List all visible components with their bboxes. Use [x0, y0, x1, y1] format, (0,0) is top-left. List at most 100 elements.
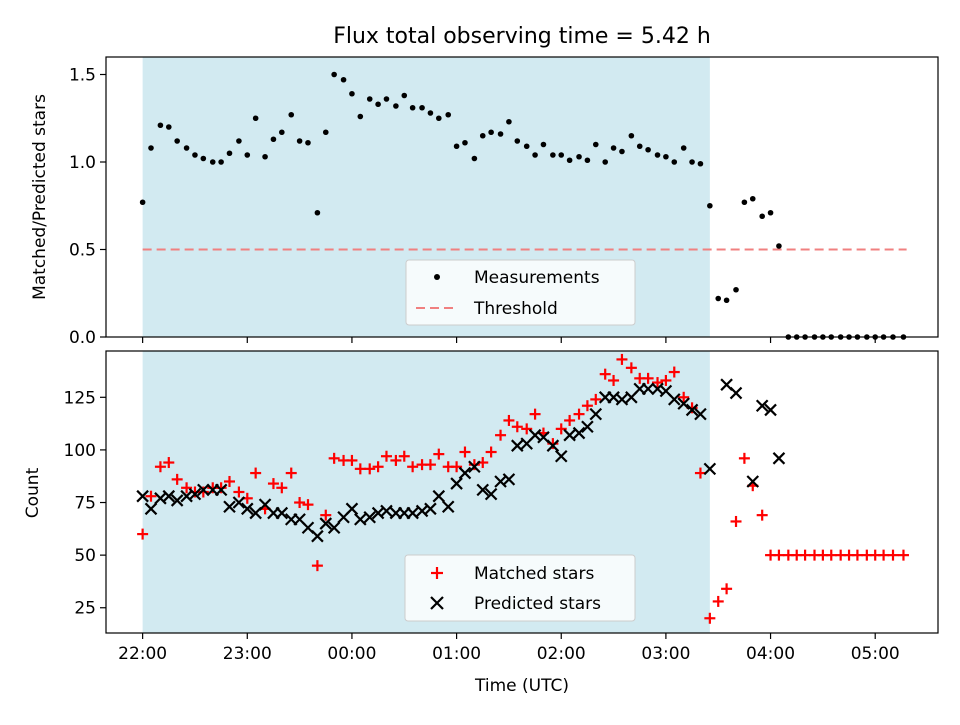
matched-star-point [555, 423, 567, 435]
measurement-point [558, 152, 565, 158]
measurement-point [148, 145, 154, 151]
predicted-star-point [241, 502, 254, 516]
matched-star-point [181, 482, 193, 494]
matched-star-point [328, 452, 340, 464]
predicted-star-point [554, 449, 568, 463]
bottom-y-axis-label: Count [23, 467, 43, 518]
predicted-star-point [484, 487, 498, 501]
measurement-point [375, 101, 381, 108]
matched-star-point [424, 459, 436, 471]
measurement-point [183, 145, 190, 151]
measurement-point [200, 155, 207, 162]
measurement-point [244, 152, 251, 158]
measurement-point [610, 145, 617, 151]
predicted-star-point [223, 500, 236, 514]
matched-star-point [599, 368, 611, 380]
bottom-axes-frame [105, 350, 939, 634]
predicted-star-point [197, 483, 210, 497]
bottom-y-axis: 25 50 75 100 125 [64, 388, 106, 619]
measurement-point [776, 243, 782, 249]
measurement-point [401, 92, 408, 99]
x-tick-label: 23:00 [223, 644, 272, 664]
matched-star-point [390, 454, 402, 466]
measurement-point [497, 131, 504, 137]
measurement-point [252, 115, 259, 122]
measurement-point [209, 159, 216, 165]
measurement-point [296, 138, 303, 144]
measurement-point [471, 155, 478, 162]
measurement-point [462, 139, 468, 146]
measurement-point [218, 159, 224, 165]
measurement-point [689, 159, 695, 165]
bottom-x-axis: 22:00 23:00 00:00 01:00 02:00 03:00 04:00 05:00 [118, 633, 900, 664]
y-tick-label: 75 [74, 494, 96, 514]
matched-star-point [468, 459, 480, 471]
matched-star-point [547, 438, 559, 450]
predicted-star-point [136, 489, 149, 503]
predicted-star-point [319, 517, 333, 530]
measurement-point [226, 150, 233, 157]
x-tick-label: 03:00 [641, 644, 690, 664]
matched-star-point [171, 473, 183, 485]
legend-matched-label: Matched stars [474, 564, 594, 584]
y-tick-label: 125 [64, 388, 96, 408]
measurement-point [514, 138, 521, 144]
matched-star-point [398, 450, 410, 462]
top-legend-box [405, 259, 636, 326]
measurement-point [139, 199, 146, 206]
legend-predicted-label: Predicted stars [474, 594, 601, 614]
predicted-star-point [144, 502, 158, 516]
predicted-star-point [380, 504, 393, 518]
predicted-star-point [502, 473, 516, 486]
predicted-star-point [441, 500, 455, 514]
measurement-point [270, 136, 277, 143]
predicted-star-point [729, 386, 743, 400]
matched-star-point [320, 509, 332, 521]
x-tick-label: 02:00 [537, 644, 586, 664]
measurement-point [523, 143, 530, 150]
legend-measurements-label: Measurements [474, 268, 600, 288]
matched-star-point [267, 478, 279, 490]
matched-star-point [521, 423, 533, 435]
measurement-point [576, 153, 582, 160]
predicted-star-point [424, 502, 437, 516]
predicted-star-point [677, 397, 690, 410]
predicted-star-point [572, 426, 586, 440]
predicted-star-point [755, 399, 769, 412]
matched-star-point [163, 457, 175, 469]
x-tick-label: 04:00 [746, 644, 795, 664]
matched-star-point [233, 486, 245, 498]
matched-star-point [529, 408, 541, 420]
y-tick-label: 0.0 [69, 328, 96, 348]
matched-star-point [302, 499, 314, 511]
measurement-point [314, 209, 321, 216]
matched-star-point [730, 515, 742, 527]
matched-star-point [721, 583, 733, 595]
matched-star-point [223, 475, 235, 487]
top-legend: Measurements Threshold [405, 259, 636, 326]
matched-star-point [364, 463, 376, 475]
measurement-point [759, 213, 765, 220]
measurement-point [349, 90, 355, 97]
measurement-point [288, 111, 295, 118]
matched-star-point [433, 448, 445, 460]
predicted-star-point [170, 494, 184, 507]
predicted-star-point [345, 502, 359, 516]
matched-star-point [285, 467, 297, 479]
measurement-point [654, 152, 661, 158]
matched-star-point [250, 467, 262, 479]
predicted-star-point [694, 407, 707, 421]
matched-star-point [407, 461, 419, 473]
matched-star-point [608, 374, 620, 386]
measurement-point [409, 104, 416, 111]
measurement-point [592, 141, 599, 148]
matched-star-point [878, 549, 890, 561]
predicted-star-point [563, 428, 576, 442]
measurement-point [445, 111, 452, 118]
measurement-point [733, 286, 739, 293]
predicted-star-point [746, 475, 760, 488]
measurement-point [192, 152, 198, 158]
legend-predicted-marker [430, 596, 444, 610]
y-tick-label: 1.0 [69, 153, 96, 173]
matched-star-point [573, 408, 585, 420]
